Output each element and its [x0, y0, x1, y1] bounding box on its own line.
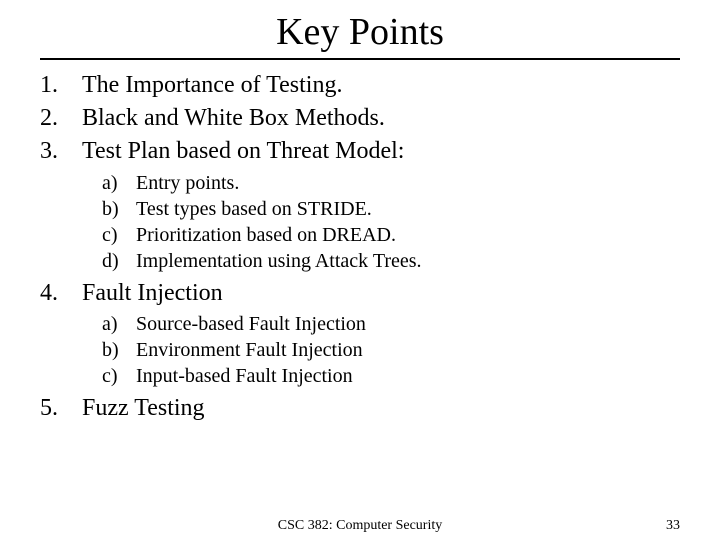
title-divider: [40, 58, 680, 60]
footer-page-number: 33: [666, 518, 680, 534]
sub-marker: c): [102, 363, 136, 389]
list-item: 1. The Importance of Testing.: [40, 70, 680, 101]
slide-title: Key Points: [40, 10, 680, 54]
sub-marker: a): [102, 170, 136, 196]
sub-marker: b): [102, 337, 136, 363]
sub-marker: a): [102, 311, 136, 337]
sub-text: Prioritization based on DREAD.: [136, 222, 396, 248]
sub-item: a) Entry points.: [102, 170, 680, 196]
list-marker: 1.: [40, 70, 82, 101]
list-text: Fuzz Testing: [82, 393, 205, 424]
list-text: Test Plan based on Threat Model:: [82, 136, 404, 167]
list-item: 2. Black and White Box Methods.: [40, 103, 680, 134]
sub-marker: d): [102, 248, 136, 274]
main-list: 4. Fault Injection: [40, 278, 680, 309]
list-text: The Importance of Testing.: [82, 70, 342, 101]
sub-text: Implementation using Attack Trees.: [136, 248, 422, 274]
sub-item: b) Environment Fault Injection: [102, 337, 680, 363]
sub-text: Test types based on STRIDE.: [136, 196, 372, 222]
footer-course: CSC 382: Computer Security: [278, 518, 443, 534]
list-marker: 3.: [40, 136, 82, 167]
list-marker: 4.: [40, 278, 82, 309]
sub-list-4: a) Source-based Fault Injection b) Envir…: [40, 311, 680, 389]
sub-marker: c): [102, 222, 136, 248]
main-list: 5. Fuzz Testing: [40, 393, 680, 424]
sub-text: Input-based Fault Injection: [136, 363, 353, 389]
main-list: 1. The Importance of Testing. 2. Black a…: [40, 70, 680, 168]
list-text: Fault Injection: [82, 278, 223, 309]
sub-marker: b): [102, 196, 136, 222]
list-marker: 2.: [40, 103, 82, 134]
sub-text: Source-based Fault Injection: [136, 311, 366, 337]
list-item: 3. Test Plan based on Threat Model:: [40, 136, 680, 167]
sub-item: c) Input-based Fault Injection: [102, 363, 680, 389]
list-item: 4. Fault Injection: [40, 278, 680, 309]
sub-item: b) Test types based on STRIDE.: [102, 196, 680, 222]
list-text: Black and White Box Methods.: [82, 103, 385, 134]
sub-list-3: a) Entry points. b) Test types based on …: [40, 170, 680, 274]
list-item: 5. Fuzz Testing: [40, 393, 680, 424]
sub-item: a) Source-based Fault Injection: [102, 311, 680, 337]
sub-text: Entry points.: [136, 170, 239, 196]
sub-item: d) Implementation using Attack Trees.: [102, 248, 680, 274]
sub-item: c) Prioritization based on DREAD.: [102, 222, 680, 248]
sub-text: Environment Fault Injection: [136, 337, 363, 363]
list-marker: 5.: [40, 393, 82, 424]
slide: Key Points 1. The Importance of Testing.…: [0, 0, 720, 540]
